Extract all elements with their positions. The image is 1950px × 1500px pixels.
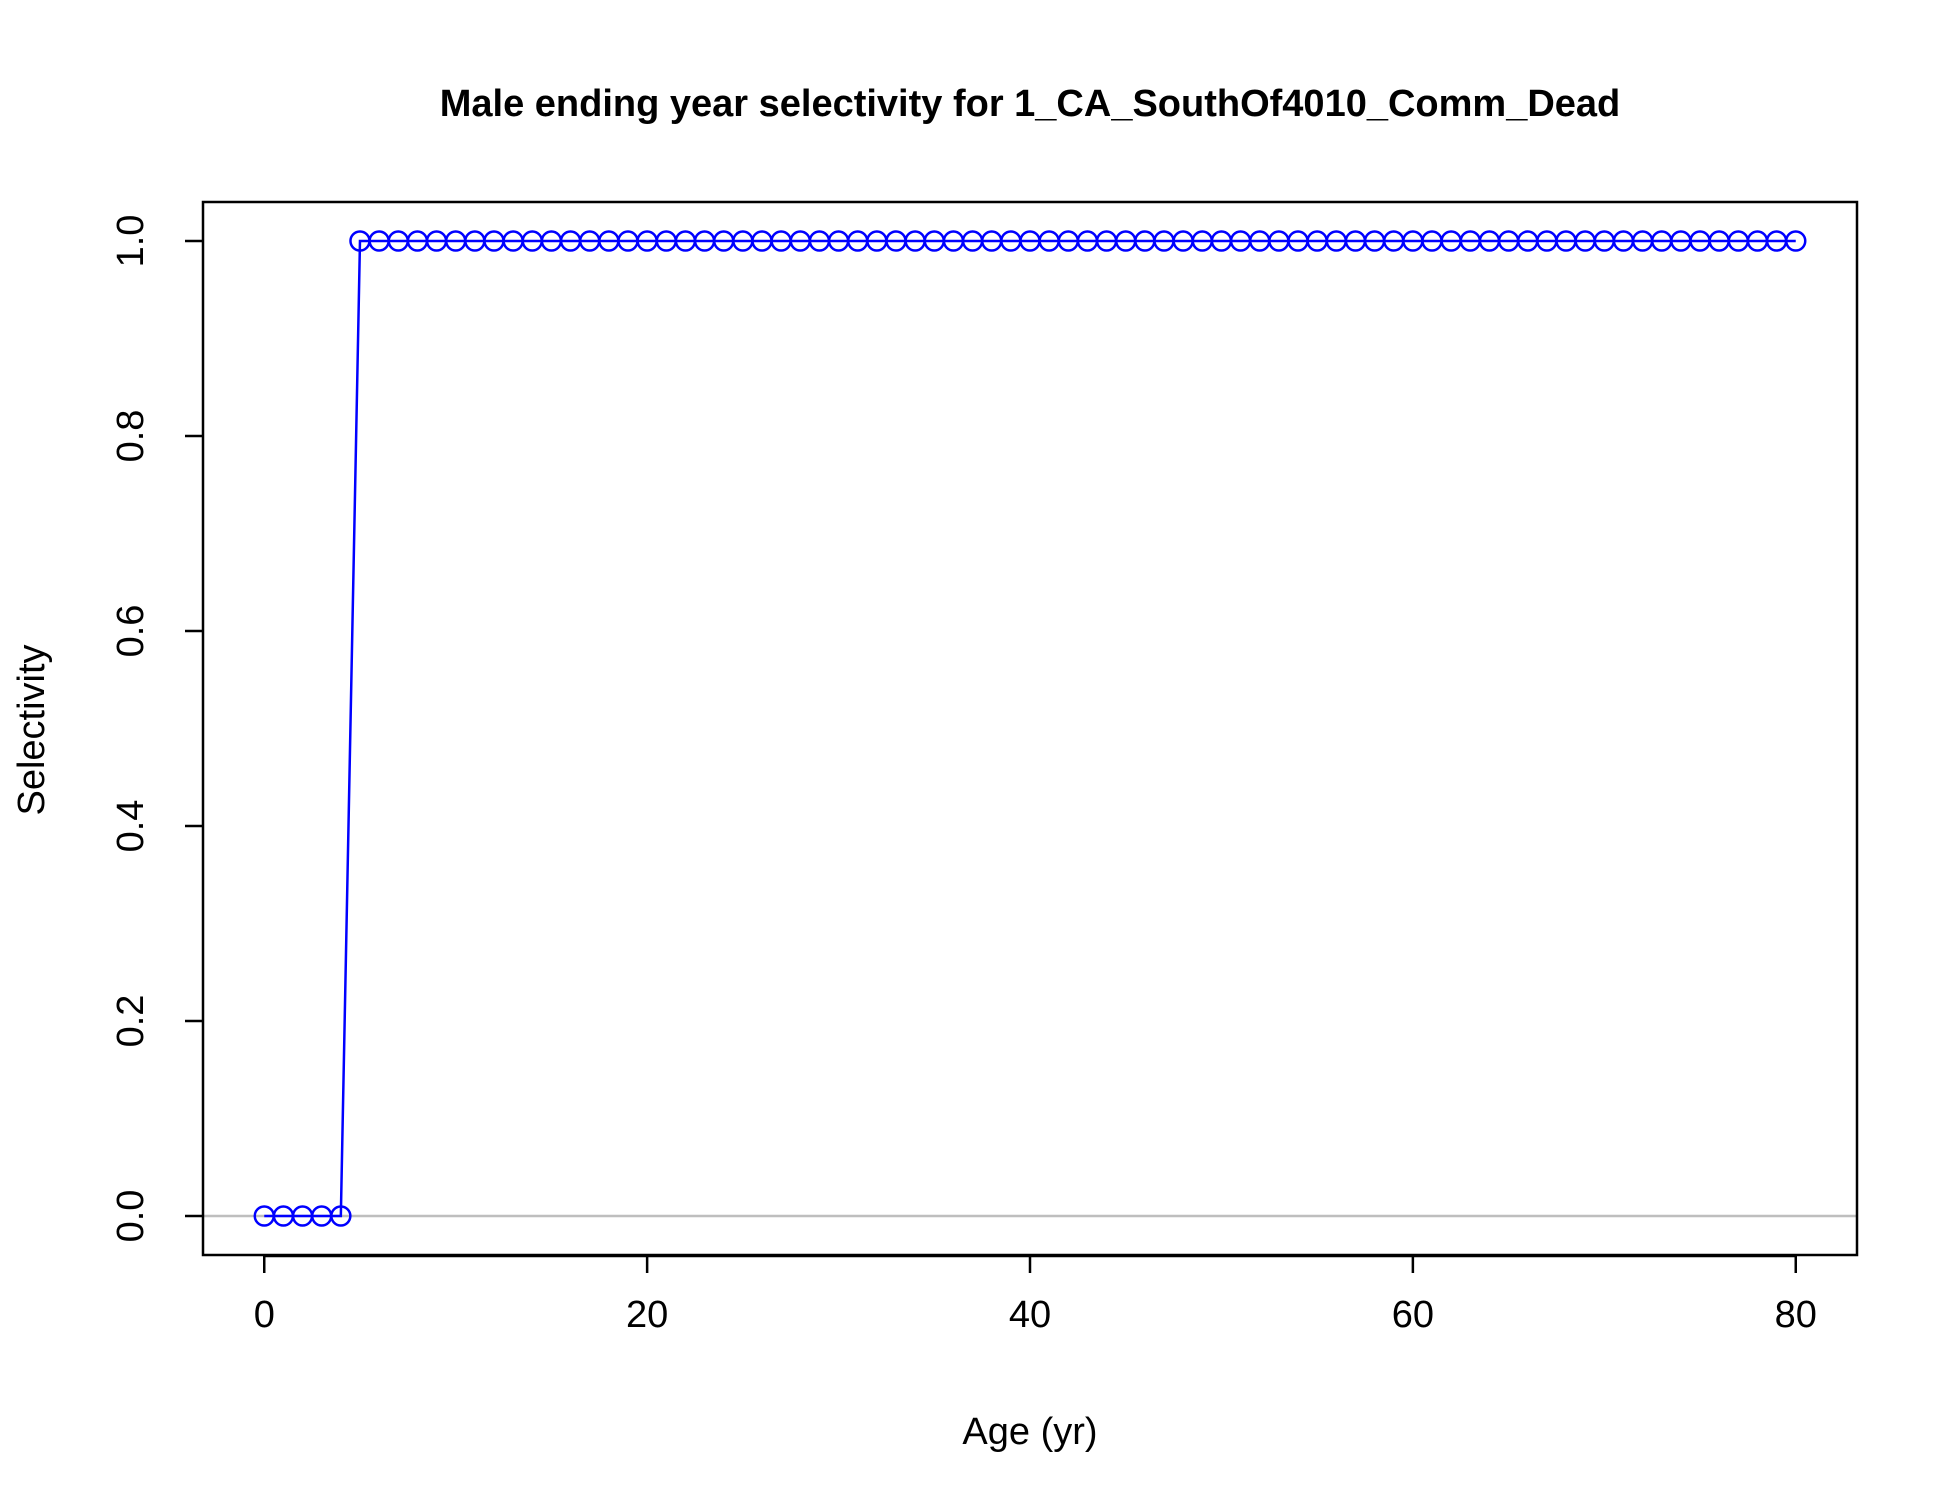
series-line <box>264 239 1796 1218</box>
y-tick-label: 0.2 <box>110 995 152 1048</box>
x-tick-label: 20 <box>626 1294 668 1336</box>
y-tick-label: 1.0 <box>110 215 152 268</box>
plot-area: 0 20 40 60 80 0.0 0.2 0.4 0.6 0.8 1.0 <box>110 200 1859 1336</box>
x-tick-label: 0 <box>254 1294 275 1336</box>
y-tick-label: 0.8 <box>110 410 152 463</box>
x-tick-label: 40 <box>1009 1294 1051 1336</box>
y-tick-label: 0.4 <box>110 800 152 853</box>
y-axis-label: Selectivity <box>11 644 53 815</box>
plot-frame <box>201 200 1859 1257</box>
y-tick-label: 0.0 <box>110 1190 152 1243</box>
x-tick-label: 60 <box>1392 1294 1434 1336</box>
data-point <box>1784 230 1807 252</box>
chart-title: Male ending year selectivity for 1_CA_So… <box>440 83 1621 125</box>
x-axis-label: Age (yr) <box>962 1411 1097 1453</box>
data-point <box>330 1205 352 1227</box>
x-tick-label: 80 <box>1775 1294 1817 1336</box>
y-tick-label: 0.6 <box>110 605 152 658</box>
